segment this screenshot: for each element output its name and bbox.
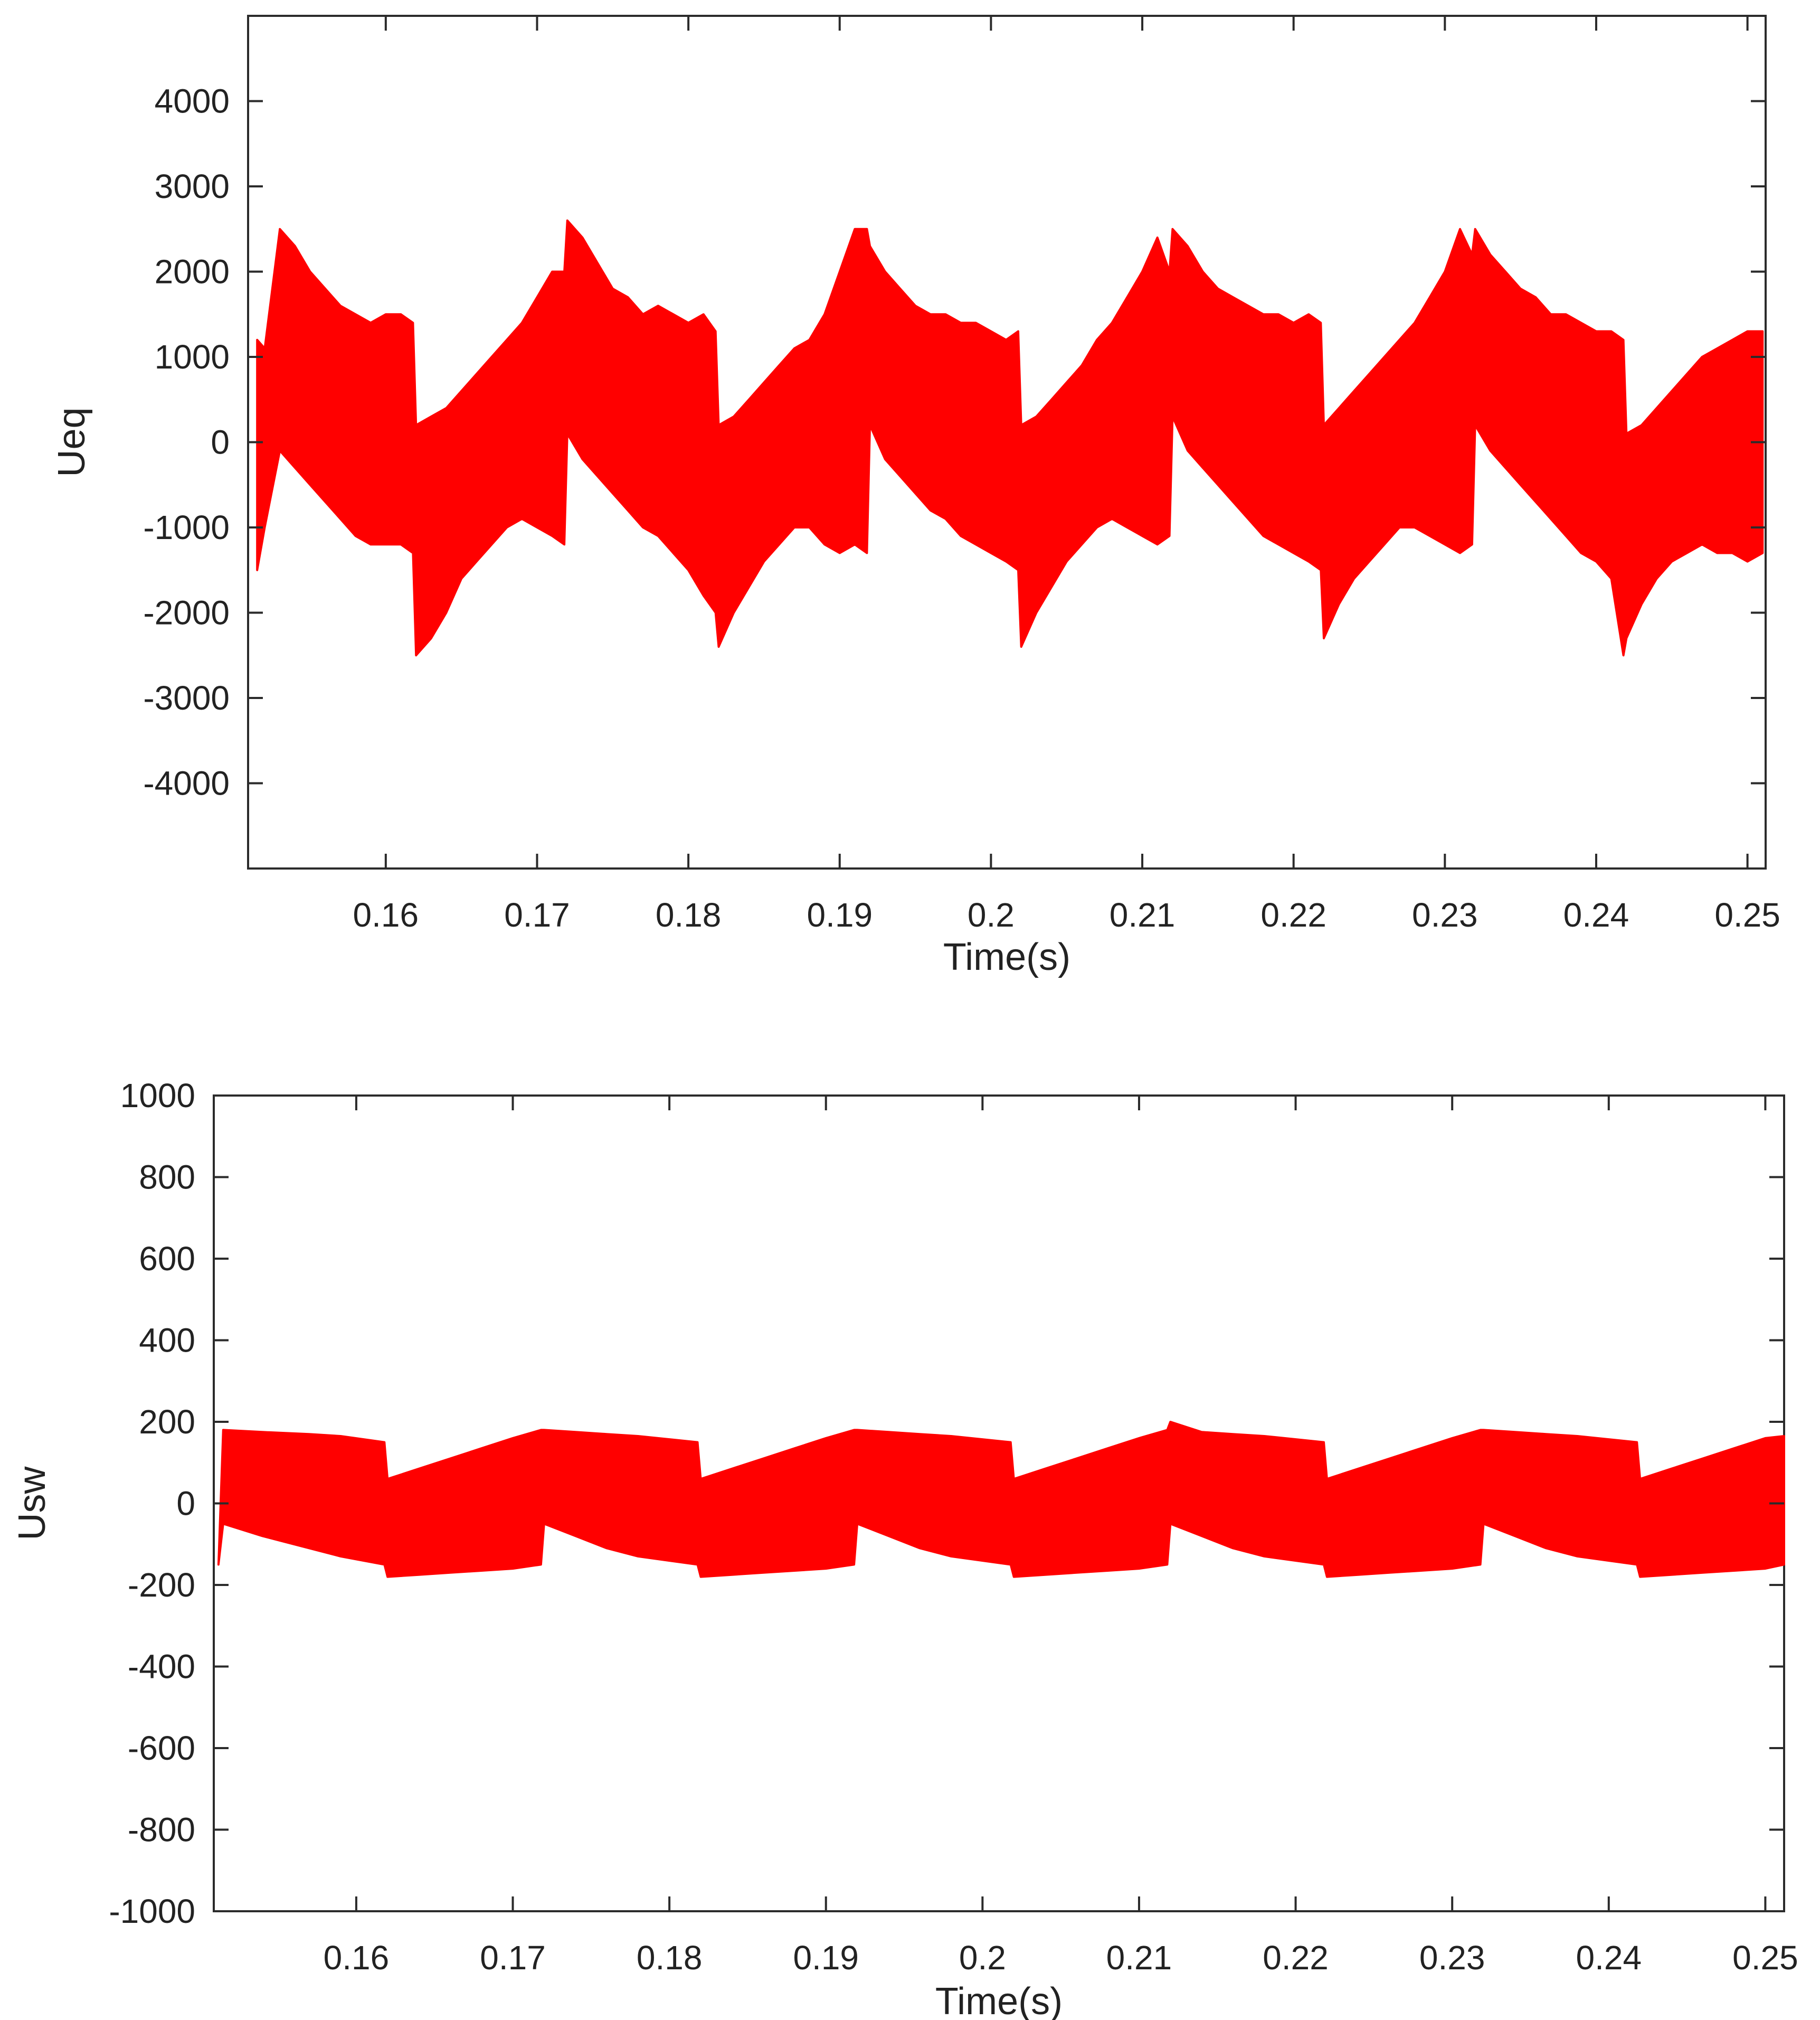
chart-ueq: 0.16 0.17 0.18 0.19 0.2 0.21 0.22 0.23 0.24 0.25 …: [51, 15, 1780, 978]
x-tick-label-ueq: 0.16: [353, 896, 419, 934]
x-tick-label-ueq: 0.22: [1260, 896, 1326, 934]
x-ticks-usw: 0.16 0.17 0.18 0.19 0.2 0.21 0.22 0.23 0.24 0.25: [324, 1096, 1798, 1977]
series-usw: [217, 1421, 1785, 1578]
y-ticks-usw: 1000 800 600 400 200 0 -200 -400 -600 -800 -1000: [109, 1077, 1784, 1930]
y-tick-label-usw: 0: [176, 1485, 195, 1523]
y-tick-label-usw: 400: [139, 1322, 195, 1360]
y-tick-label-usw: -600: [128, 1729, 195, 1767]
y-axis-label-usw: Usw: [11, 1466, 53, 1541]
x-tick-label-usw: 0.16: [324, 1939, 390, 1977]
x-tick-label-usw: 0.18: [637, 1939, 703, 1977]
series-band-ueq-0: [256, 219, 1764, 657]
x-tick-label-usw: 0.17: [480, 1939, 546, 1977]
x-tick-label-ueq: 0.23: [1412, 896, 1478, 934]
x-tick-label-usw: 0.2: [959, 1939, 1006, 1977]
x-tick-label-usw: 0.24: [1576, 1939, 1642, 1977]
chart-usw: 0.16 0.17 0.18 0.19 0.2 0.21 0.22 0.23 0.24 0.25 …: [11, 1077, 1798, 2020]
y-tick-label-ueq: 1000: [155, 338, 230, 376]
series-band-usw-0: [217, 1421, 1785, 1578]
x-tick-label-usw: 0.25: [1732, 1939, 1798, 1977]
x-ticks-ueq: 0.16 0.17 0.18 0.19 0.2 0.21 0.22 0.23 0.24 0.25: [353, 16, 1780, 934]
y-tick-label-usw: 800: [139, 1158, 195, 1196]
y-axis-label-ueq: Ueq: [51, 407, 93, 477]
y-tick-label-ueq: 3000: [155, 167, 230, 205]
y-tick-label-ueq: 2000: [155, 253, 230, 291]
y-tick-label-usw: 600: [139, 1240, 195, 1278]
y-tick-label-usw: 200: [139, 1403, 195, 1441]
y-tick-label-ueq: -1000: [143, 508, 230, 546]
x-tick-label-ueq: 0.19: [807, 896, 873, 934]
y-tick-label-ueq: -4000: [143, 764, 230, 803]
y-tick-label-ueq: 4000: [155, 82, 230, 120]
x-axis-label-ueq: Time(s): [943, 936, 1070, 978]
y-tick-label-ueq: -3000: [143, 679, 230, 717]
x-tick-label-ueq: 0.18: [656, 896, 722, 934]
y-tick-label-usw: -200: [128, 1566, 195, 1604]
x-tick-label-usw: 0.23: [1419, 1939, 1485, 1977]
y-ticks-ueq: 4000 3000 2000 1000 0 -1000 -2000 -3000 -4000: [143, 82, 1766, 803]
x-tick-label-ueq: 0.17: [504, 896, 570, 934]
x-tick-label-usw: 0.21: [1106, 1939, 1172, 1977]
x-tick-label-ueq: 0.24: [1563, 896, 1629, 934]
y-tick-label-usw: -800: [128, 1811, 195, 1849]
x-axis-label-usw: Time(s): [935, 1980, 1063, 2020]
y-tick-label-ueq: 0: [211, 423, 230, 461]
x-tick-label-ueq: 0.25: [1714, 896, 1780, 934]
y-tick-label-ueq: -2000: [143, 594, 230, 632]
x-tick-label-ueq: 0.2: [968, 896, 1015, 934]
y-tick-label-usw: -1000: [109, 1892, 195, 1930]
x-tick-label-usw: 0.22: [1263, 1939, 1329, 1977]
x-tick-label-usw: 0.19: [793, 1939, 859, 1977]
x-tick-label-ueq: 0.21: [1110, 896, 1176, 934]
y-tick-label-usw: 1000: [120, 1077, 195, 1115]
y-tick-label-usw: -400: [128, 1648, 195, 1686]
series-ueq: [256, 219, 1764, 657]
